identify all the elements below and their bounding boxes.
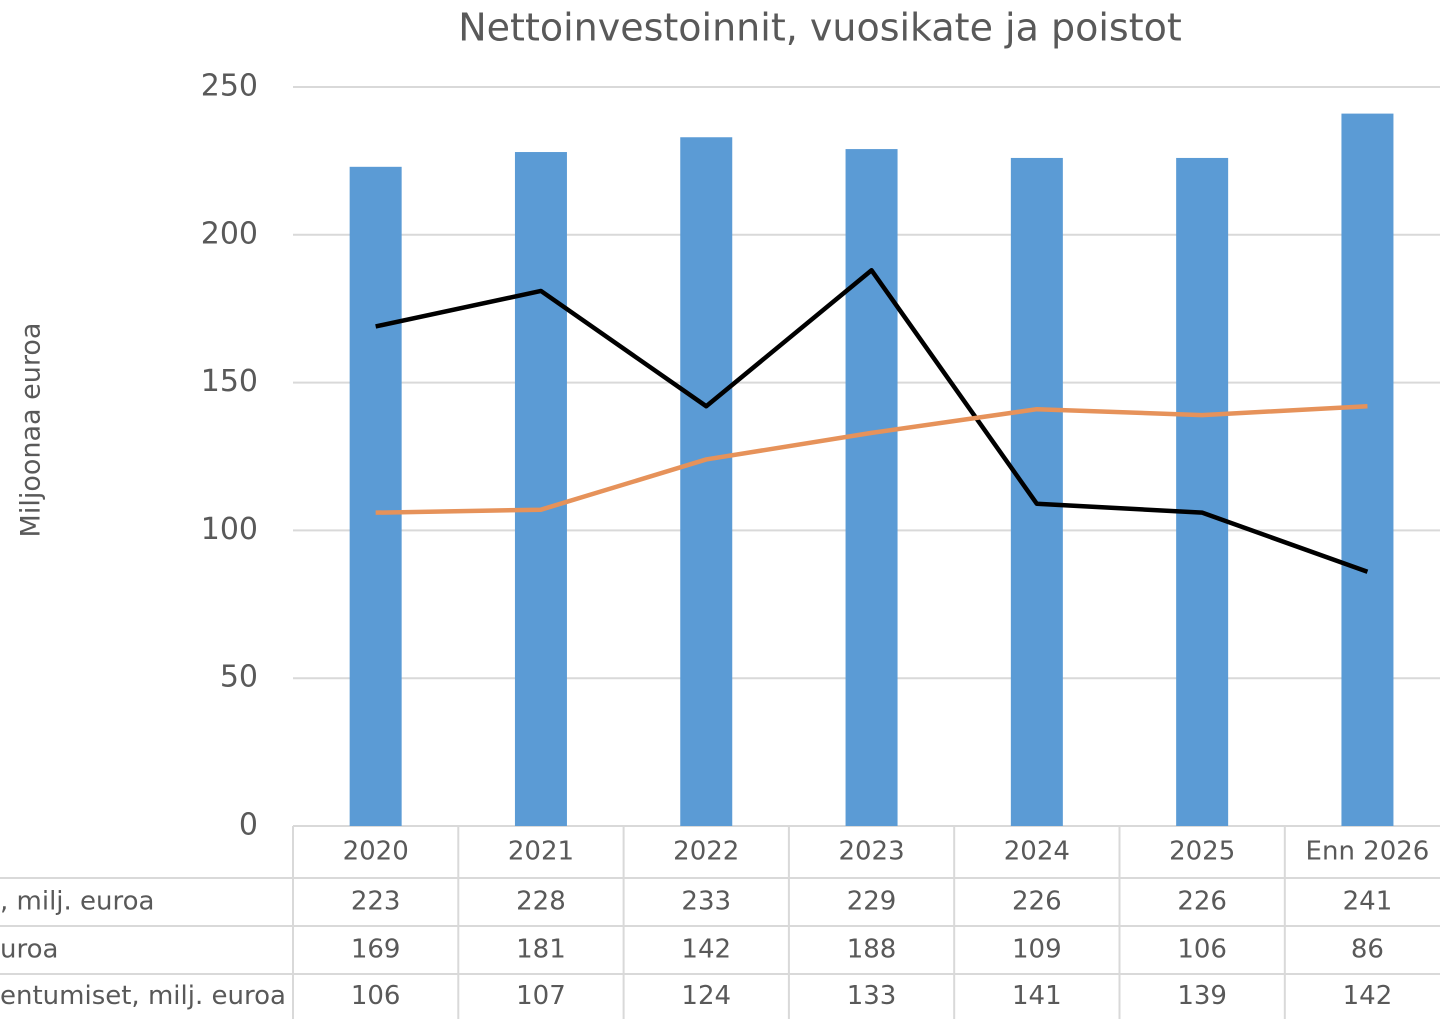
- legend-label: entumiset, milj. euroa: [0, 981, 286, 1011]
- table-value: 181: [516, 935, 566, 965]
- x-tick-label: 2024: [1004, 837, 1070, 867]
- y-tick-label: 200: [201, 216, 258, 251]
- bar: [845, 149, 898, 827]
- table-value: 106: [1177, 935, 1227, 965]
- table-value: 228: [516, 887, 566, 917]
- bar: [1341, 113, 1394, 826]
- chart-title: Nettoinvestoinnit, vuosikate ja poistot: [458, 6, 1182, 50]
- table-value: 233: [681, 887, 731, 917]
- table-value: 241: [1343, 887, 1393, 917]
- table-value: 142: [1343, 981, 1393, 1011]
- line: [375, 268, 1369, 574]
- x-tick-label: 2022: [673, 837, 739, 867]
- y-tick-label: 250: [201, 69, 258, 104]
- y-axis-label: Miljoonaa euroa: [16, 323, 47, 538]
- table-value: 229: [847, 887, 897, 917]
- table-value: 226: [1177, 887, 1227, 917]
- bar: [1176, 157, 1229, 827]
- bar: [349, 166, 402, 826]
- table-value: 109: [1012, 935, 1062, 965]
- line: [375, 404, 1368, 515]
- legend-label: , milj. euroa: [0, 887, 155, 917]
- table-value: 107: [516, 981, 566, 1011]
- bar: [680, 137, 733, 826]
- x-tick-label: 2025: [1169, 837, 1235, 867]
- y-tick-label: 150: [201, 364, 258, 399]
- table-value: 226: [1012, 887, 1062, 917]
- table-value: 142: [681, 935, 731, 965]
- table-value: 223: [351, 887, 401, 917]
- table-value: 169: [351, 935, 401, 965]
- bar: [514, 152, 567, 827]
- table-value: 139: [1177, 981, 1227, 1011]
- x-tick-label: 2021: [508, 837, 574, 867]
- table-value: 106: [351, 981, 401, 1011]
- bar: [1010, 157, 1063, 827]
- x-tick-label: 2023: [838, 837, 904, 867]
- table-value: 133: [847, 981, 897, 1011]
- table-value: 188: [847, 935, 897, 965]
- x-tick-label: Enn 2026: [1306, 837, 1430, 867]
- legend-label: uroa: [0, 935, 58, 965]
- table-value: 124: [681, 981, 731, 1011]
- x-tick-label: 2020: [343, 837, 409, 867]
- table-value: 86: [1351, 935, 1384, 965]
- y-tick-label: 0: [239, 808, 258, 843]
- y-tick-label: 100: [201, 512, 258, 547]
- y-tick-label: 50: [220, 660, 258, 695]
- table-value: 141: [1012, 981, 1062, 1011]
